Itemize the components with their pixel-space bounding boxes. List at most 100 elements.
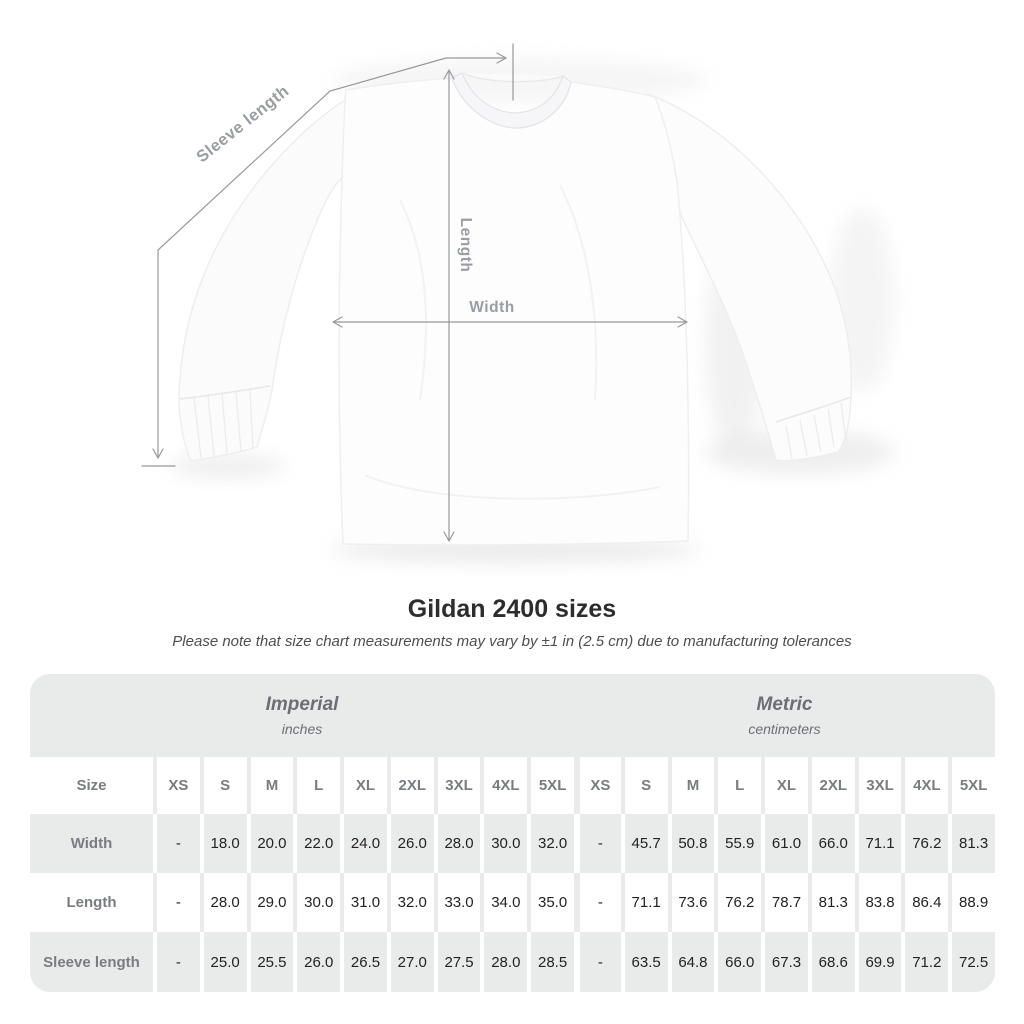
measurement-value-cell: 27.0 xyxy=(386,932,434,992)
measurement-value-cell: 72.5 xyxy=(948,932,995,992)
measurement-value-cell: 24.0 xyxy=(340,814,387,873)
width-measure-line xyxy=(332,316,688,328)
measurement-value-cell: 25.5 xyxy=(246,932,294,992)
measurement-value-cell: 69.9 xyxy=(854,932,902,992)
measurement-value-cell: 64.8 xyxy=(667,932,715,992)
measurement-value-cell: 71.1 xyxy=(854,814,902,873)
measurement-value-cell: 30.0 xyxy=(293,873,340,932)
measurement-value-cell: - xyxy=(574,932,621,992)
measurement-value-cell: 71.2 xyxy=(901,932,948,992)
measurement-value-cell: 28.0 xyxy=(433,814,481,873)
measurement-value-cell: 28.0 xyxy=(199,873,247,932)
size-column-header: 5XL xyxy=(527,757,574,814)
measurement-value-cell: 18.0 xyxy=(199,814,247,873)
size-column-header: 3XL xyxy=(854,757,902,814)
width-label: Width xyxy=(469,299,514,316)
size-column-header: 4XL xyxy=(901,757,948,814)
length-label: Length xyxy=(457,218,474,273)
size-column-header: XS xyxy=(574,757,621,814)
size-column-header: 3XL xyxy=(433,757,481,814)
right-cuff-ribbing xyxy=(775,396,852,460)
measurement-value-cell: 45.7 xyxy=(620,814,668,873)
measurement-value-cell: 31.0 xyxy=(340,873,387,932)
shirt-right-sleeve-shape xyxy=(646,92,853,462)
size-column-header: M xyxy=(246,757,294,814)
measurement-value-cell: 22.0 xyxy=(293,814,340,873)
measurement-value-cell: 73.6 xyxy=(667,873,715,932)
measurement-value-cell: - xyxy=(574,814,621,873)
measurement-value-cell: 30.0 xyxy=(480,814,527,873)
shirt-left-sleeve-shape xyxy=(178,88,364,462)
size-column-header: S xyxy=(620,757,668,814)
size-column-header: S xyxy=(199,757,247,814)
measurement-value-cell: 26.5 xyxy=(340,932,387,992)
left-cuff-ribbing xyxy=(179,385,271,459)
unit-group-metric: Metric centimeters xyxy=(574,674,995,757)
measurement-value-cell: - xyxy=(153,814,200,873)
table-row-length: Length - 28.0 29.0 30.0 31.0 32.0 33.0 3… xyxy=(30,873,995,932)
measurement-value-cell: 26.0 xyxy=(293,932,340,992)
measurement-value-cell: 61.0 xyxy=(761,814,808,873)
measurement-value-cell: 32.0 xyxy=(386,873,434,932)
measurement-value-cell: 66.0 xyxy=(807,814,855,873)
measurement-value-cell: 29.0 xyxy=(246,873,294,932)
shirt-diagram-svg: Sleeve length Length Width xyxy=(141,43,895,562)
unit-group-name: Metric xyxy=(756,694,813,715)
measurement-value-cell: 66.0 xyxy=(714,932,761,992)
size-column-header: M xyxy=(667,757,715,814)
unit-band: Imperial inches Metric centimeters xyxy=(30,674,995,757)
size-column-header: L xyxy=(293,757,340,814)
shirt-measurement-diagram: Sleeve length Length Width xyxy=(141,43,895,562)
size-column-header: 4XL xyxy=(480,757,527,814)
table-row-width: Width - 18.0 20.0 22.0 24.0 26.0 28.0 30… xyxy=(30,814,995,873)
size-chart-table: Imperial inches Metric centimeters Size … xyxy=(30,674,995,992)
sleeve-length-label: Sleeve length xyxy=(193,82,293,166)
unit-group-unit: inches xyxy=(281,721,323,737)
measurement-value-cell: 34.0 xyxy=(480,873,527,932)
size-column-header: 2XL xyxy=(807,757,855,814)
measurement-value-cell: 63.5 xyxy=(620,932,668,992)
row-label: Length xyxy=(66,894,117,911)
size-column-header: L xyxy=(714,757,761,814)
page-title: Gildan 2400 sizes xyxy=(407,595,617,623)
measurement-value-cell: 83.8 xyxy=(854,873,902,932)
size-header-label: Size xyxy=(76,777,107,794)
measurement-value-cell: 32.0 xyxy=(527,814,574,873)
size-column-header: 2XL xyxy=(386,757,434,814)
measurement-value-cell: 68.6 xyxy=(807,932,855,992)
measurement-value-cell: 25.0 xyxy=(199,932,247,992)
size-column-header: 5XL xyxy=(948,757,995,814)
measurement-value-cell: 88.9 xyxy=(948,873,995,932)
measurement-value-cell: - xyxy=(153,932,200,992)
length-measure-line xyxy=(443,69,455,542)
measurement-value-cell: 33.0 xyxy=(433,873,481,932)
heading-block: Gildan 2400 sizes Please note that size … xyxy=(0,594,1024,652)
row-label: Width xyxy=(70,835,113,852)
measurement-value-cell: - xyxy=(574,873,621,932)
size-column-header: XL xyxy=(340,757,387,814)
size-column-header: XS xyxy=(153,757,200,814)
row-label: Sleeve length xyxy=(43,953,140,971)
measurement-value-cell: 71.1 xyxy=(620,873,668,932)
measurement-value-cell: 50.8 xyxy=(667,814,715,873)
unit-group-unit: centimeters xyxy=(748,721,821,737)
sleeve-length-measure-line xyxy=(141,43,514,467)
measurement-value-cell: 86.4 xyxy=(901,873,948,932)
measurement-value-cell: 81.3 xyxy=(948,814,995,873)
measurement-value-cell: 76.2 xyxy=(714,873,761,932)
tolerance-note: Please note that size chart measurements… xyxy=(172,633,852,650)
measurement-value-cell: 55.9 xyxy=(714,814,761,873)
measurement-value-cell: 20.0 xyxy=(246,814,294,873)
measurement-value-cell: 35.0 xyxy=(527,873,574,932)
measurement-value-cell: 28.5 xyxy=(527,932,574,992)
measurement-value-cell: - xyxy=(153,873,200,932)
measurement-value-cell: 67.3 xyxy=(761,932,808,992)
shirt-collar-shape xyxy=(451,72,572,129)
size-column-header: XL xyxy=(761,757,808,814)
table-row-sleeve-length: Sleeve length - 25.0 25.5 26.0 26.5 27.0… xyxy=(30,932,995,992)
measurement-value-cell: 28.0 xyxy=(480,932,527,992)
shirt-wrinkles xyxy=(364,184,661,500)
measurement-value-cell: 76.2 xyxy=(901,814,948,873)
measurement-value-cell: 81.3 xyxy=(807,873,855,932)
measurement-value-cell: 78.7 xyxy=(761,873,808,932)
